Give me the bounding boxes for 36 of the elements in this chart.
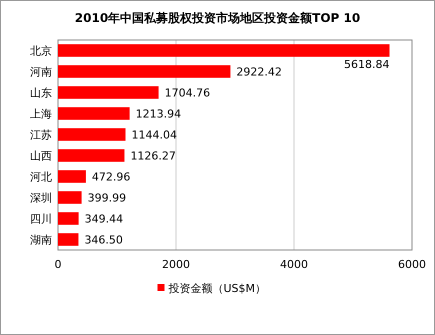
bar xyxy=(58,65,230,78)
y-tick-label: 河南 xyxy=(30,66,52,78)
x-tick-label: 2000 xyxy=(162,258,190,271)
data-label: 1126.27 xyxy=(130,150,176,162)
bar xyxy=(58,149,124,162)
bar xyxy=(58,233,78,246)
y-tick-label: 山东 xyxy=(30,86,52,100)
bar xyxy=(58,128,126,141)
y-tick-label: 山西 xyxy=(30,150,52,162)
y-tick-label: 四川 xyxy=(30,212,52,226)
data-label: 399.99 xyxy=(88,192,126,204)
data-label: 1144.04 xyxy=(132,128,177,142)
bar xyxy=(58,107,130,120)
bar xyxy=(58,170,86,183)
y-tick-label: 江苏 xyxy=(30,128,52,142)
x-tick-label: 6000 xyxy=(398,258,426,271)
y-tick-label: 河北 xyxy=(30,170,52,184)
bar xyxy=(58,86,159,99)
y-tick-label: 深圳 xyxy=(30,192,52,204)
chart-title: 2010年中国私募股权投资市场地区投资金额TOP 10 xyxy=(74,11,360,25)
bar xyxy=(58,44,390,57)
x-tick-label: 0 xyxy=(54,258,62,271)
legend-label: 投资金额（US$M） xyxy=(168,282,266,295)
data-label: 472.96 xyxy=(92,170,130,184)
bar xyxy=(58,212,79,225)
y-tick-label: 北京 xyxy=(30,44,52,58)
data-label: 349.44 xyxy=(84,212,124,226)
x-tick-label: 4000 xyxy=(280,258,308,271)
bar xyxy=(58,191,82,204)
data-label: 2922.42 xyxy=(236,66,282,78)
data-label: 346.50 xyxy=(84,234,123,246)
y-tick-label: 上海 xyxy=(30,108,52,120)
y-tick-label: 湖南 xyxy=(30,234,52,246)
data-label: 1213.94 xyxy=(136,108,182,120)
data-label: 1704.76 xyxy=(164,86,210,100)
data-label: 5618.84 xyxy=(344,58,390,71)
